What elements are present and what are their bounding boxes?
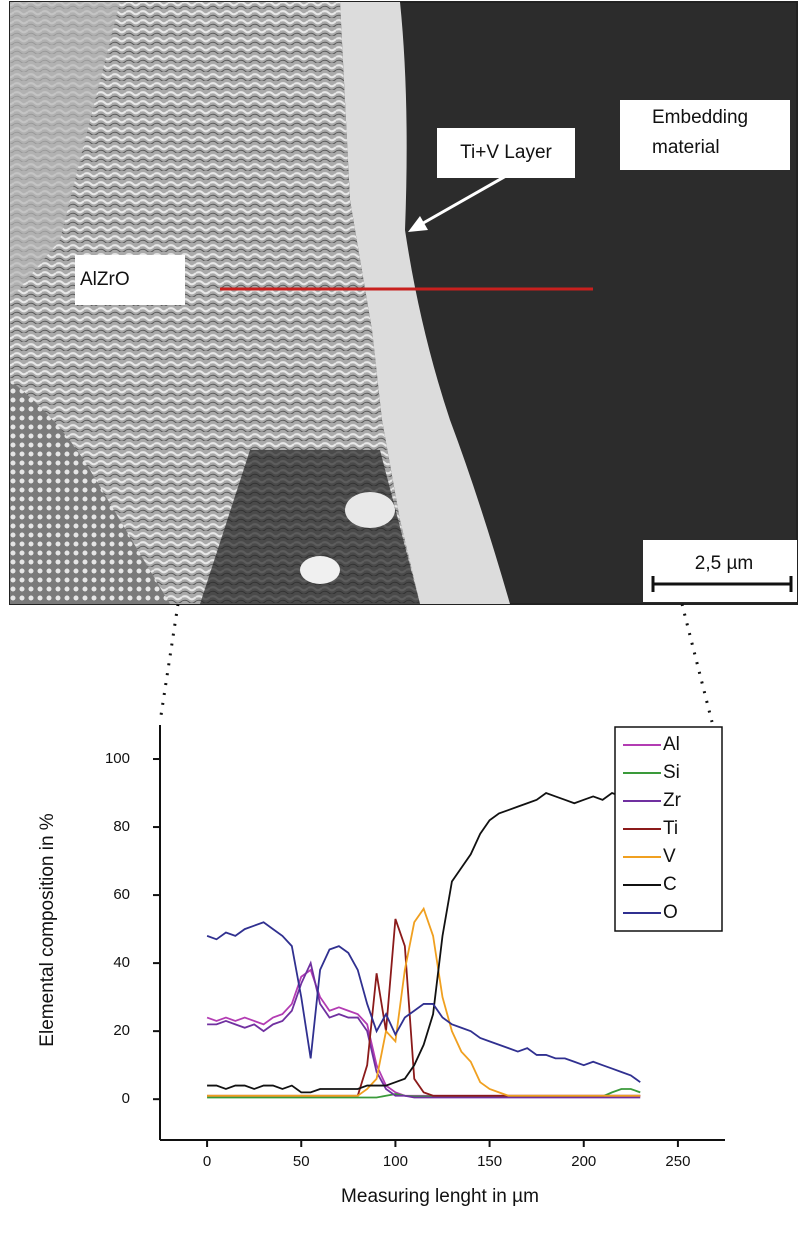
x-tick-label: 200	[571, 1153, 596, 1170]
x-tick-label: 250	[665, 1153, 690, 1170]
y-tick-label: 60	[113, 886, 130, 903]
zoom-line	[158, 603, 180, 723]
micrograph: Embedding material Ti+V Layer AlZrO 2,5 …	[9, 1, 798, 605]
legend-label: Al	[663, 734, 680, 755]
y-axis-title: Elemental composition in %	[37, 813, 58, 1046]
series-line	[207, 906, 641, 1097]
legend-label: Si	[663, 762, 680, 783]
series-line	[207, 960, 641, 1099]
x-tick-label: 50	[293, 1153, 310, 1170]
legend-label: Zr	[663, 790, 682, 811]
y-tick-label: 80	[113, 818, 130, 835]
zoom-line	[680, 603, 714, 723]
label-layer: Ti+V Layer	[460, 142, 552, 163]
scale-bar-label: 2,5 µm	[695, 553, 753, 574]
y-tick-label: 100	[105, 750, 130, 767]
y-tick-label: 0	[122, 1090, 130, 1107]
legend-label: V	[663, 846, 676, 867]
x-tick-label: 0	[203, 1153, 211, 1170]
series-line	[206, 968, 641, 1097]
series-line	[207, 918, 641, 1097]
legend-label: C	[663, 874, 677, 895]
legend-label: O	[663, 902, 678, 923]
y-tick-label: 40	[113, 954, 130, 971]
y-tick-label: 20	[113, 1022, 130, 1039]
legend-label: Ti	[663, 818, 678, 839]
series-line	[207, 792, 641, 1094]
x-tick-label: 150	[477, 1153, 502, 1170]
label-phase: AlZrO	[80, 269, 130, 290]
x-axis-title: Measuring lenght in µm	[341, 1186, 539, 1207]
series-line	[206, 921, 641, 1083]
x-tick-label: 100	[383, 1153, 408, 1170]
label-embedding: material	[652, 137, 720, 158]
label-embedding: Embedding	[652, 107, 748, 128]
